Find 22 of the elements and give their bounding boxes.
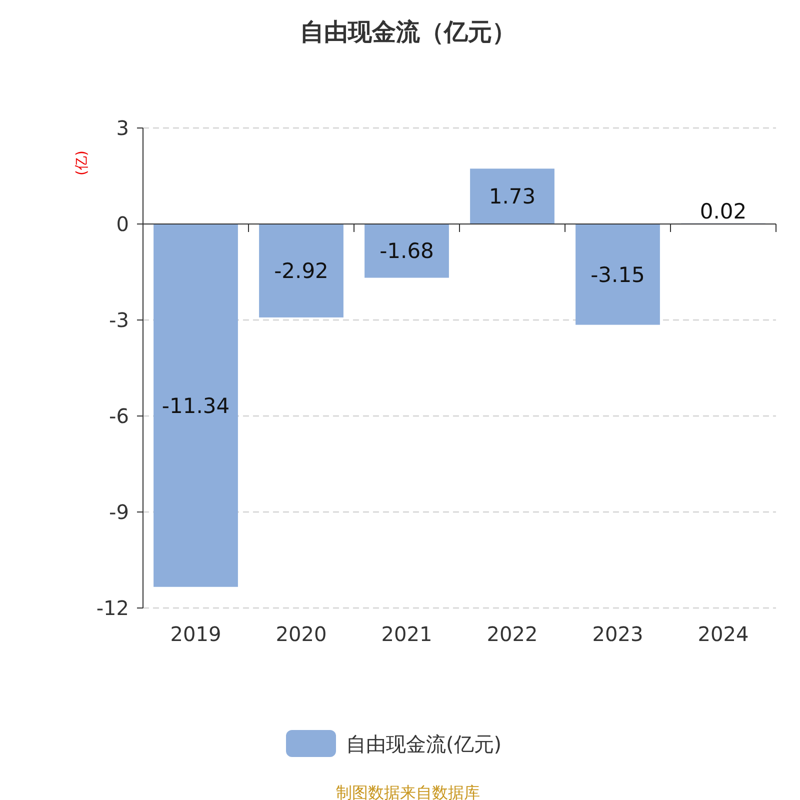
x-tick-label: 2024 <box>698 622 749 646</box>
x-tick-label: 2022 <box>486 622 538 646</box>
x-tick-label: 2023 <box>592 622 644 646</box>
data-label: 1.73 <box>488 184 536 209</box>
y-tick-label: 0 <box>116 212 129 236</box>
data-label: -3.15 <box>590 262 645 287</box>
y-tick-label: -9 <box>109 500 129 524</box>
data-label: 0.02 <box>700 200 747 224</box>
y-tick-label: -12 <box>96 596 129 620</box>
y-tick-label: 3 <box>116 116 129 140</box>
chart-title: 自由现金流（亿元） <box>300 18 516 46</box>
text: 制图数据来自数据库 <box>336 783 480 800</box>
x-tick-label: 2021 <box>381 622 432 646</box>
legend-label: 自由现金流(亿元) <box>346 732 502 756</box>
data-label: -1.68 <box>380 239 434 264</box>
data-label: -11.34 <box>162 394 230 418</box>
x-tick-label: 2019 <box>170 622 222 646</box>
data-label: -2.92 <box>274 259 328 284</box>
y-tick-label: -3 <box>109 308 129 332</box>
x-tick-label: 2020 <box>276 622 327 646</box>
y-axis-title: (亿) <box>74 150 90 176</box>
y-tick-label: -6 <box>109 404 129 428</box>
